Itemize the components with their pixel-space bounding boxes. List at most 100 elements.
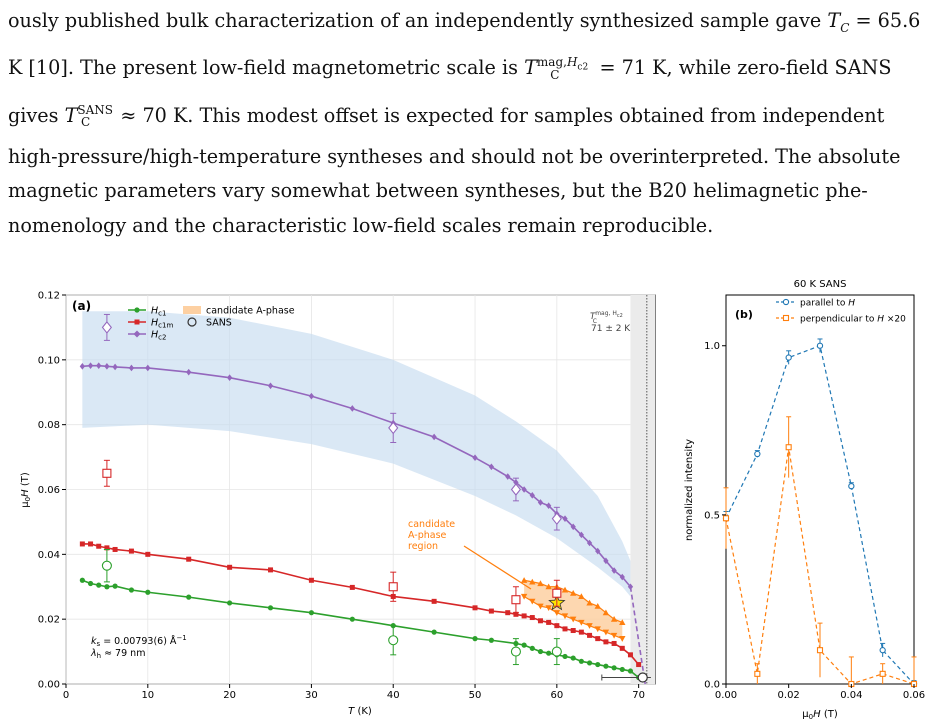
sans-point-hc1m [102, 468, 112, 478]
point-h_c1 [186, 594, 192, 600]
point-h_c2 [546, 502, 552, 510]
point-h_c1m [308, 577, 314, 583]
point-h_c2 [267, 382, 274, 390]
lambda-annotation: λh ≈ 79 nm [90, 648, 145, 660]
point-h_c2 [505, 473, 511, 480]
tc-label-line2: 71 ± 2 K [591, 324, 631, 334]
b-point-parallel [848, 482, 855, 490]
x-tick-label: 50 [469, 690, 482, 701]
point-h_c1m [186, 556, 192, 562]
point-h_c2 [96, 362, 102, 369]
point-h_c2 [488, 463, 495, 471]
tc-shaded-region [630, 295, 655, 684]
point-h_c1 [112, 583, 118, 589]
a-phase-upper-marker [529, 578, 536, 585]
point-h_c2 [226, 374, 233, 381]
point-h_c2 [529, 492, 535, 499]
point-h_c1 [87, 580, 94, 587]
paragraph-line-3: gives TSANSC ≈ 70 K. This modest offset … [8, 102, 885, 130]
a-phase-upper-marker [610, 615, 618, 622]
tc-shade [630, 295, 655, 684]
y-tick-label: 0.08 [38, 420, 60, 431]
point-h_c2 [562, 515, 568, 522]
point-h_c1 [562, 653, 568, 660]
b-point-perpendicular [785, 444, 792, 451]
x-tick-label: 20 [223, 690, 236, 701]
legend-sans: SANS [206, 318, 232, 329]
point-h_c1 [128, 587, 135, 593]
point-h_c1m [562, 626, 568, 632]
body-paragraph: ously published bulk characterization of… [8, 4, 936, 243]
b-point-parallel [879, 647, 886, 654]
legend-perpendicular: perpendicular to H ×20 [800, 315, 906, 325]
legend-parallel: parallel to H [800, 299, 855, 309]
point-h_c1m [546, 619, 552, 625]
point-h_c1 [145, 589, 151, 595]
panel-a: 0 10 20 30 40 50 60 70 0.00 0.02 0.04 0.06 0.08 0.10 0… [20, 291, 656, 717]
point-h_c1m [570, 628, 576, 634]
point-h_c1 [546, 650, 552, 656]
b-point-perpendicular [879, 670, 886, 677]
point-h_c1m [537, 618, 543, 624]
a-phase-upper-marker [586, 599, 593, 606]
point-h_c1m [554, 623, 560, 629]
sans-points [101, 313, 651, 683]
b-x-tick-label: 0.06 [903, 690, 925, 701]
legend-candidate-a-phase: candidate A-phase [206, 306, 295, 317]
a-phase-lower-marker [561, 613, 569, 620]
x-tick-label: 70 [632, 690, 645, 701]
point-h_c1 [488, 637, 494, 643]
x-tick-label: 60 [550, 690, 563, 701]
paragraph-line-1: ously published bulk characterization of… [8, 9, 921, 35]
sans-point-hc1m [388, 582, 398, 592]
a-phase-lower-marker [594, 626, 601, 633]
point-h_c1m [96, 543, 102, 549]
b-x-tick-label: 0.02 [778, 690, 800, 701]
tc-label-line1: Tmag, Hc2 C [590, 310, 623, 325]
panel-b-label: (b) [735, 308, 753, 321]
point-h_c1 [529, 645, 535, 651]
point-h_c2 [619, 573, 625, 581]
a-phase-lower-marker [578, 619, 585, 626]
b-y-tick-label: 0.0 [704, 680, 720, 691]
sans-tc-point [637, 672, 648, 683]
a-phase-upper-marker [602, 609, 610, 616]
point-h_c2 [308, 392, 315, 400]
point-h_c1m [595, 636, 601, 642]
panel-a-xlabel: T (K) [348, 706, 372, 717]
point-h_c1m [431, 598, 437, 604]
a-phase-upper-marker [594, 603, 601, 609]
point-h_c1 [611, 665, 617, 671]
paragraph-line-5: magnetic parameters vary somewhat betwee… [8, 179, 868, 203]
point-h_c1 [96, 582, 102, 588]
point-h_c2 [611, 567, 617, 574]
point-h_c1 [578, 658, 584, 664]
a-phase-upper-marker [545, 583, 552, 590]
point-h_c2 [603, 557, 609, 565]
a-phase-lower-marker [553, 610, 561, 616]
candidate-a-phase-label: candidate A-phase region [408, 519, 455, 552]
point-h_c1m [268, 567, 274, 573]
a-phase-lower-marker [529, 598, 536, 605]
point-h_c2 [537, 499, 544, 506]
point-h_c1m [227, 564, 233, 570]
candidate-arrow [463, 545, 532, 590]
paragraph-line-2: K [10]. The present low-field magnetomet… [8, 55, 892, 83]
figure: 0 10 20 30 40 50 60 70 0.00 0.02 0.04 0.06 0.08 0.10 0… [20, 279, 925, 721]
point-h_c2 [586, 539, 593, 547]
a-phase-lower-marker [586, 623, 593, 629]
point-h_c1m [104, 545, 110, 551]
point-h_c1 [595, 661, 601, 668]
svg-text:A-phase: A-phase [408, 530, 447, 541]
point-h_c1 [472, 636, 478, 642]
point-h_c1 [619, 666, 625, 673]
sans-point-hc1 [510, 646, 521, 657]
sans-point-hc1 [551, 646, 562, 657]
point-h_c1 [267, 605, 274, 611]
panel-a-legend: Hc1 Hc1m Hc2 candidate A-phase SANS [128, 306, 295, 342]
point-h_c1 [570, 655, 576, 661]
y-tick-label: 0.02 [38, 615, 60, 626]
panel-a-ticks: 0 10 20 30 40 50 60 70 0.00 0.02 0.04 0.06 0.08 0.10 0… [38, 291, 645, 702]
ks-annotation: ks = 0.00793(6) Å−1 [91, 634, 187, 648]
x-tick-label: 30 [305, 690, 318, 701]
